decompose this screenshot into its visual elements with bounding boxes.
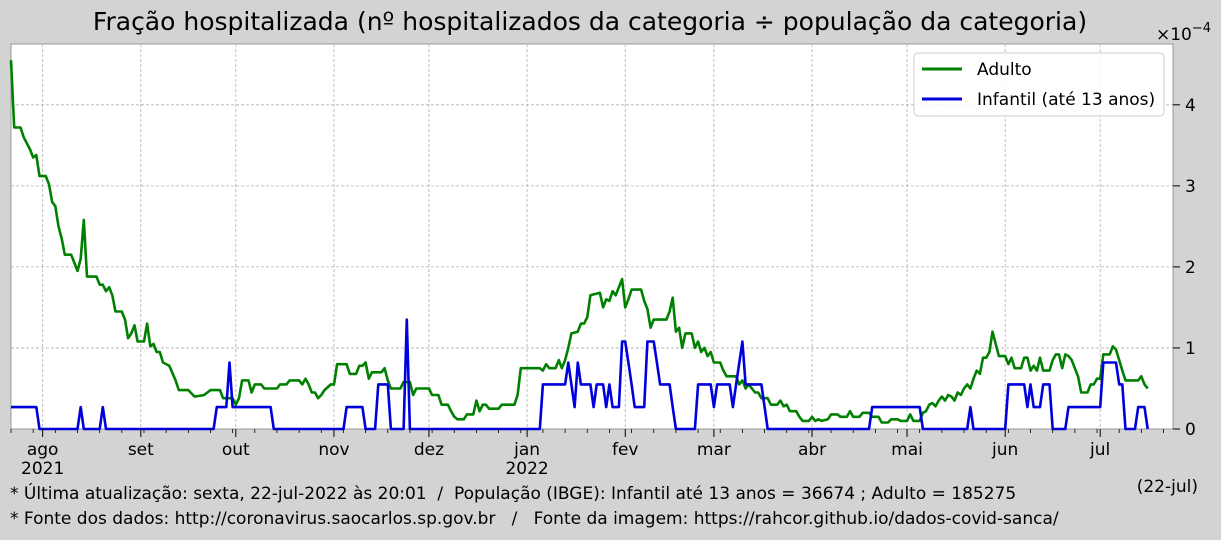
footer-update-info: * Última atualização: sexta, 22-jul-2022…: [10, 484, 1017, 504]
x-tick-label: mar: [697, 440, 731, 460]
x-tick-label: dez: [414, 440, 444, 460]
series-line-adulto: [9, 60, 1149, 424]
y-tick-label: 3: [1185, 177, 1196, 197]
x-tick-label: nov: [318, 440, 349, 460]
y-tick-label: 1: [1185, 339, 1196, 359]
x-year-label: 2021: [21, 459, 64, 479]
x-tick-label: jun: [991, 440, 1018, 460]
chart-title: Fração hospitalizada (nº hospitalizados …: [93, 7, 1087, 36]
x-tick-label: set: [128, 440, 154, 460]
y-tick-label: 0: [1185, 420, 1196, 440]
x-tick-label: abr: [798, 440, 826, 460]
x-year-label: 2022: [505, 459, 548, 479]
legend-box: [913, 52, 1165, 117]
x-tick-label: ago: [27, 440, 59, 460]
x-tick-label: out: [222, 440, 250, 460]
y-scale-label: ×10−4: [1156, 21, 1211, 45]
last-update-date: (22-jul): [1136, 477, 1198, 497]
x-tick-label: fev: [612, 440, 639, 460]
footer-sources: * Fonte dos dados: http://coronavirus.sa…: [10, 509, 1059, 529]
series-layer: [9, 60, 1149, 431]
grid: [11, 44, 1173, 429]
x-tick-label: jan: [513, 440, 540, 460]
y-tick-label: 4: [1185, 96, 1196, 116]
legend-label-adulto: Adulto: [977, 60, 1032, 80]
x-tick-label: mai: [891, 440, 923, 460]
series-line-infantil: [11, 318, 1149, 431]
legend: Adulto Infantil (até 13 anos): [913, 52, 1165, 117]
x-tick-label: jul: [1089, 440, 1110, 460]
legend-label-infantil: Infantil (até 13 anos): [977, 90, 1155, 110]
y-tick-label: 2: [1185, 258, 1196, 278]
